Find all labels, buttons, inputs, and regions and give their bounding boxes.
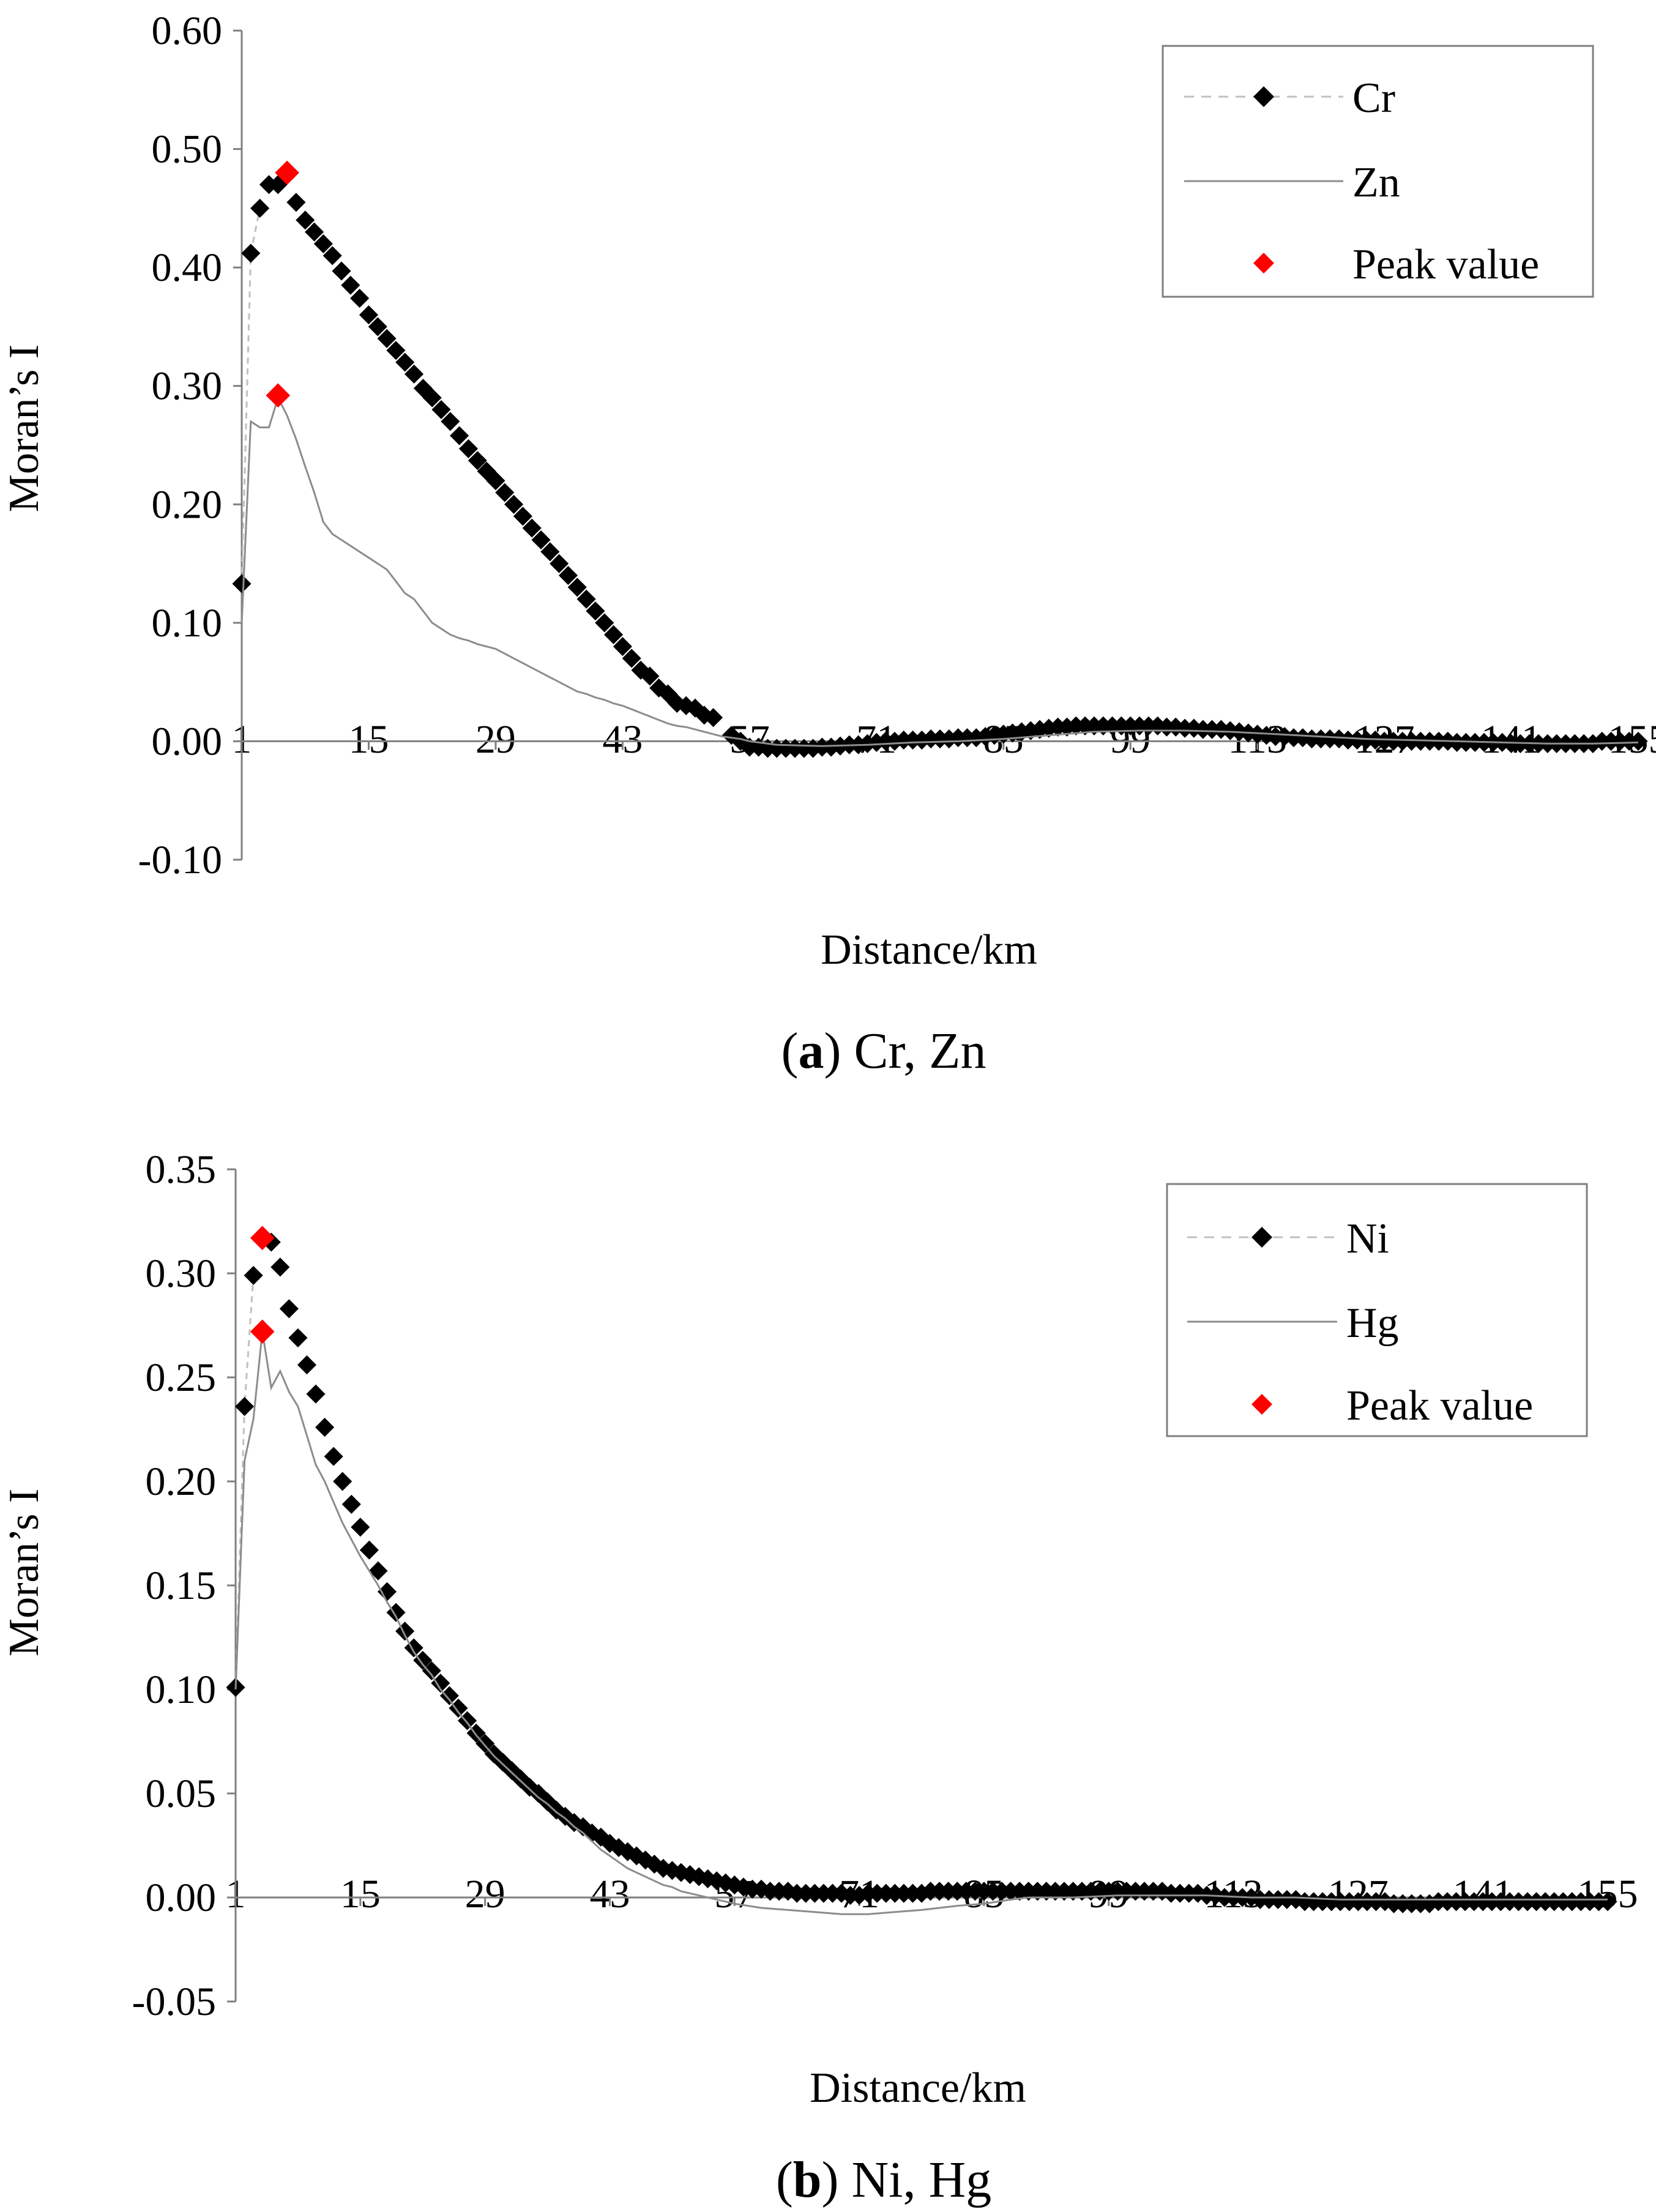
- panel-b-ni-point: [449, 1699, 468, 1718]
- panel-b-ni-point: [306, 1384, 326, 1404]
- panel-a-x-tick-label: 29: [476, 717, 516, 762]
- panel-a-caption: (a) Cr, Zn: [781, 1022, 987, 1079]
- panel-b-legend-ni-marker: [1251, 1227, 1272, 1248]
- panel-b-ni-point: [395, 1622, 415, 1641]
- panel-a-cr-point: [622, 649, 641, 668]
- panel-b-ni-point: [431, 1674, 450, 1693]
- panel-b-ni-point: [315, 1418, 335, 1437]
- panel-b-series: [226, 1232, 1617, 1915]
- panel-a-cr-point: [341, 275, 360, 295]
- panel-a-caption-open: (: [781, 1022, 799, 1079]
- panel-b-y-tick-label: 0.25: [146, 1355, 217, 1400]
- panel-b-y-tick-label: 0.15: [146, 1563, 217, 1608]
- panel-b-ni-point: [279, 1299, 299, 1319]
- panel-a-cr-point: [232, 574, 252, 594]
- panel-a-cr-point: [250, 198, 270, 218]
- panel-b-y-tick-label: 0.20: [146, 1459, 217, 1504]
- panel-a-cr-point: [640, 666, 660, 686]
- panel-a-cr-point: [304, 222, 324, 242]
- panel-b-ni-point: [341, 1494, 361, 1514]
- panel-b-y-tick-label: 0.10: [146, 1667, 217, 1712]
- panel-a-caption-text: Cr, Zn: [841, 1022, 987, 1079]
- panel-b-ni-point: [288, 1328, 308, 1347]
- panel-b-y-tick-label: -0.05: [132, 1979, 216, 2024]
- panel-a-cr-point: [296, 210, 315, 230]
- panel-a-legend-zn: Zn: [1352, 159, 1400, 206]
- panel-b-y-tick-label: 0.30: [146, 1251, 217, 1296]
- panel-b-ni-point: [235, 1397, 255, 1417]
- panel-a-series-zn-line: [241, 395, 1639, 747]
- panel-a-x-tick-label: 15: [348, 717, 389, 762]
- panel-a-xlabel: Distance/km: [821, 926, 1037, 974]
- panel-b-peak-point: [250, 1319, 275, 1344]
- panel-b-y-tick-label: 0.00: [146, 1875, 217, 1920]
- panel-b-legend-peak-marker: [1251, 1394, 1272, 1415]
- panel-b-caption-text: Ni, Hg: [839, 2151, 992, 2208]
- panel-b-legend-hg: Hg: [1346, 1300, 1399, 1347]
- panel-a-peak-point: [266, 383, 291, 408]
- panel-a-cr-point: [313, 234, 333, 253]
- panel-b-xlabel: Distance/km: [810, 2065, 1026, 2112]
- panel-b-legend-box: [1166, 1183, 1588, 1437]
- panel-b-ni-point: [422, 1661, 441, 1680]
- panel-a-cr-point: [1628, 731, 1648, 751]
- panel-b-ylabel: Moran’s I: [1, 1489, 48, 1656]
- panel-b-ni-point: [413, 1650, 433, 1670]
- panel-b-ni-point: [1598, 1892, 1617, 1912]
- panel-a-legend-box: [1162, 45, 1594, 298]
- panel-b-legend-peak: Peak value: [1346, 1382, 1533, 1429]
- panel-a-caption-close: ): [824, 1022, 841, 1079]
- panel-a-y-tick-label: 0.00: [152, 719, 223, 764]
- panel-a-legend-cr: Cr: [1352, 75, 1395, 122]
- panel-a-cr-point: [286, 193, 306, 212]
- panel-b-ni-point: [270, 1257, 290, 1277]
- panel-a-y-tick-labels: 0.60 0.50 0.40 0.30 0.20 0.10 0.00 -0.10: [138, 9, 222, 882]
- panel-a-y-tick-label: 0.50: [152, 127, 223, 172]
- panel-a-legend-peak: Peak value: [1352, 241, 1539, 288]
- panel-a-cr-point: [241, 244, 261, 263]
- panel-b-legend-ni: Ni: [1346, 1215, 1389, 1262]
- panel-b-caption-letter: b: [793, 2151, 822, 2208]
- panel-a-y-tick-label: 0.10: [152, 601, 223, 646]
- panel-b-chart: Moran’s I 0.350.300.250.200.150.100.050.…: [1, 1147, 1638, 2208]
- panel-a-y-tick-label: 0.60: [152, 9, 223, 53]
- panel-a-cr-point: [350, 288, 370, 308]
- panel-a-x-tick-label: 43: [602, 717, 643, 762]
- panel-a-y-tick-label: -0.10: [138, 838, 222, 882]
- panel-b-ni-point: [244, 1265, 263, 1285]
- panel-b-x-tick-label: 15: [340, 1872, 381, 1916]
- panel-a-y-tick-label: 0.20: [152, 482, 223, 527]
- panel-a-caption-letter: a: [799, 1022, 824, 1079]
- panel-b-caption-open: (: [776, 2151, 793, 2208]
- panel-a-y-tick-label: 0.40: [152, 245, 223, 290]
- panel-a-series-cr-connector: [241, 208, 261, 584]
- panel-b-y-tick-label: 0.35: [146, 1147, 217, 1192]
- panel-a-cr-point: [332, 261, 351, 281]
- panel-a-ylabel: Moran’s I: [1, 344, 48, 512]
- panel-a-peaks: [266, 160, 299, 408]
- panel-a-legend: Cr Zn Peak value: [1162, 45, 1594, 298]
- panel-b-ni-point: [351, 1517, 370, 1537]
- panel-b-ni-point: [377, 1582, 397, 1601]
- panel-b-ni-point: [359, 1540, 379, 1560]
- panel-b-ni-point: [324, 1447, 343, 1466]
- panel-a-cr-point: [703, 708, 723, 728]
- panel-a-y-tick-label: 0.30: [152, 364, 223, 409]
- panel-b-caption: (b) Ni, Hg: [776, 2151, 991, 2208]
- panel-b-ni-point: [333, 1472, 352, 1491]
- panel-b-ni-point: [439, 1686, 459, 1705]
- panel-b-y-tick-label: 0.05: [146, 1771, 217, 1816]
- panel-a-peak-point: [275, 160, 299, 185]
- panel-b-caption-close: ): [822, 2151, 839, 2208]
- panel-b-x-tick-label: 29: [465, 1872, 505, 1916]
- panel-b-ni-point: [368, 1561, 388, 1581]
- panel-a-chart: Moran’s I 0.60 0.50 0.40 0.30 0.20 0.10 0.00 -0…: [1, 9, 1656, 1079]
- panel-b-legend: Ni Hg Peak value: [1166, 1183, 1588, 1437]
- panel-b-ni-point: [297, 1355, 317, 1375]
- panel-a-cr-point: [323, 246, 342, 266]
- panel-b-y-tick-labels: 0.35 0.30 0.25 0.20 0.15 0.10 0.05 0.00 -0.05: [132, 1147, 216, 2024]
- panel-b-series-hg-line: [234, 1331, 1608, 1915]
- panel-b-x-tick-label: 43: [589, 1872, 630, 1916]
